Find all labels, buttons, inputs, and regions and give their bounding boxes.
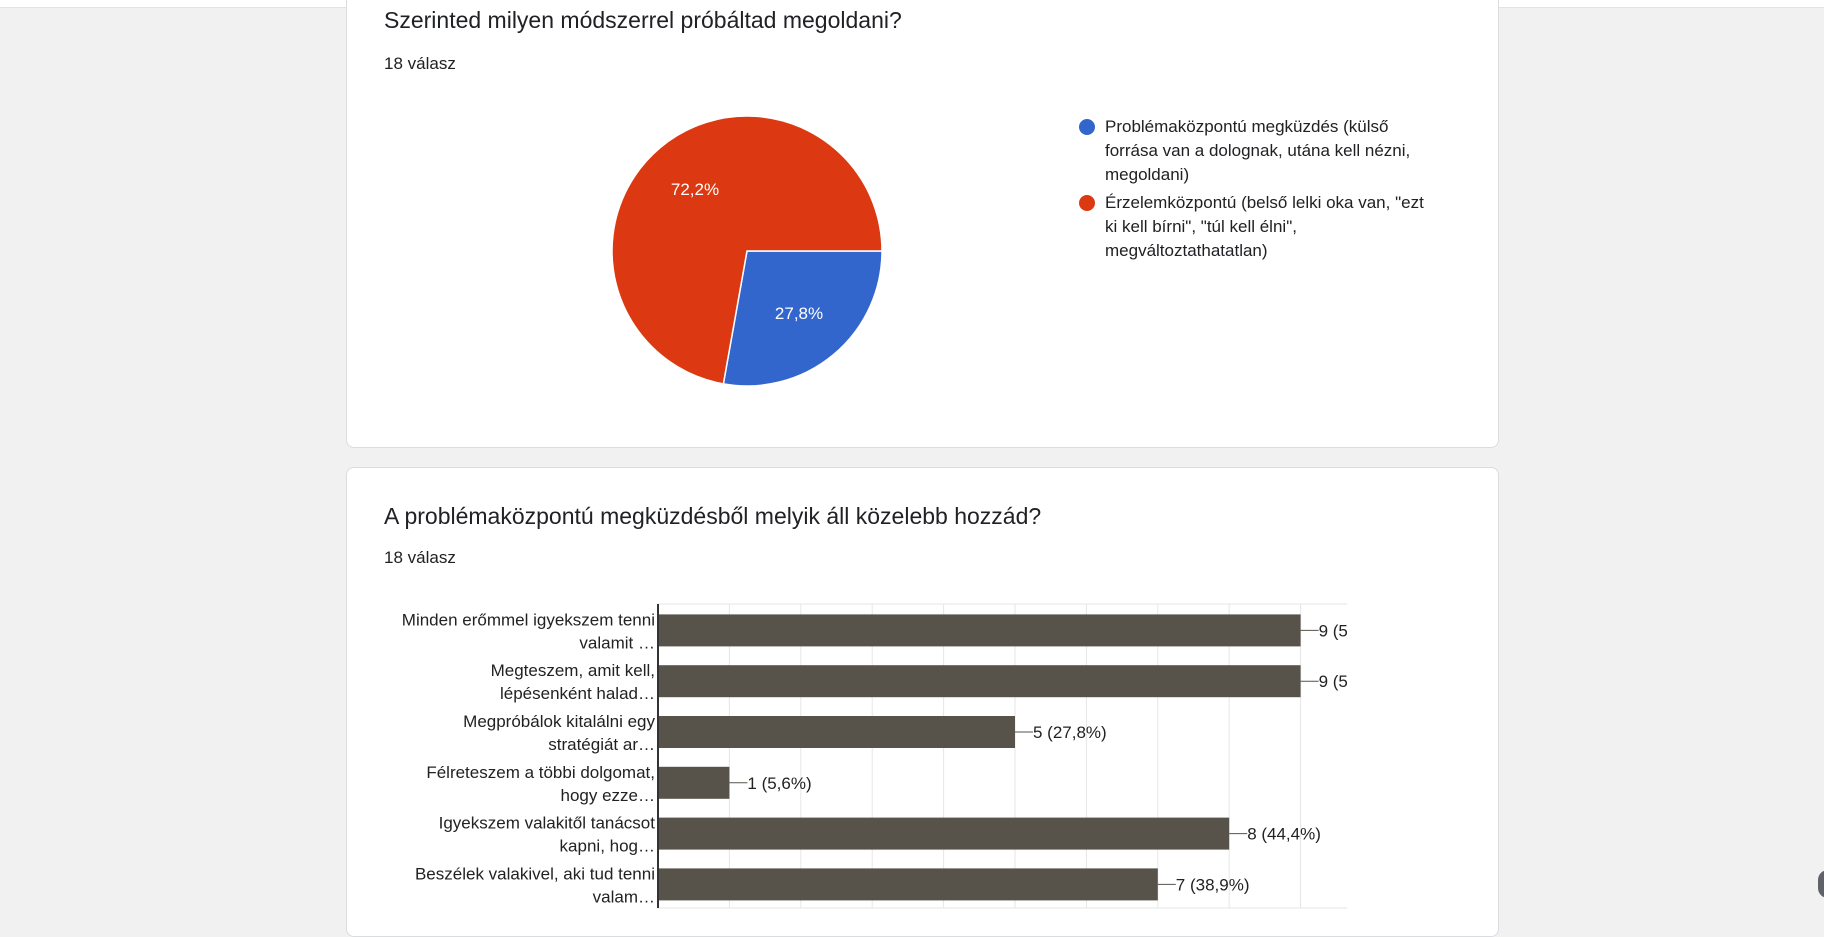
- pie-slice[interactable]: [722, 250, 883, 387]
- question-card-2: A problémaközpontú megküzdésből melyik á…: [346, 467, 1499, 937]
- legend-label: Érzelemközpontú (belső lelki oka van, "e…: [1105, 193, 1424, 260]
- pie-chart: 27,8% 72,2%: [611, 115, 883, 387]
- category-label: Igyekszem valakitől tanácsot kapni, hog…: [439, 814, 656, 856]
- pie-data-label: 72,2%: [671, 180, 719, 199]
- pie-legend: Problémaközpontú megküzdés (külső forrás…: [1079, 115, 1439, 267]
- legend-item[interactable]: Problémaközpontú megküzdés (külső forrás…: [1079, 115, 1439, 187]
- bar-data-label: 7 (38,9%): [1176, 875, 1250, 894]
- pie-data-label: 27,8%: [775, 304, 823, 323]
- legend-item[interactable]: Érzelemközpontú (belső lelki oka van, "e…: [1079, 191, 1439, 263]
- bar-data-label: 9 (50%): [1319, 672, 1347, 691]
- question-card-1: Szerinted milyen módszerrel próbáltad me…: [346, 0, 1499, 448]
- category-label: Megteszem, amit kell, lépésenként halad…: [491, 661, 655, 703]
- bar-data-label: 8 (44,4%): [1247, 825, 1321, 844]
- bar[interactable]: [658, 817, 1230, 850]
- response-count: 18 válasz: [384, 54, 456, 73]
- bar[interactable]: [658, 716, 1015, 748]
- legend-label: Problémaközpontú megküzdés (külső forrás…: [1105, 117, 1411, 184]
- response-count: 18 válasz: [384, 548, 456, 567]
- category-label: Beszélek valakivel, aki tud tenni valam…: [415, 864, 655, 906]
- scroll-handle[interactable]: [1818, 870, 1824, 898]
- bar-chart: 9 (50%) Minden erőmmel igyekszem tennival…: [402, 603, 1347, 909]
- category-label: Megpróbálok kitalálni egy stratégiát ar…: [463, 712, 655, 754]
- question-title: A problémaközpontú megküzdésből melyik á…: [384, 503, 1042, 529]
- bar[interactable]: [658, 665, 1301, 698]
- pie-slice[interactable]: [611, 115, 883, 385]
- bar[interactable]: [658, 614, 1301, 647]
- bar-data-label: 9 (50%): [1319, 621, 1347, 640]
- bar-data-label: 1 (5,6%): [747, 774, 811, 793]
- question-title: Szerinted milyen módszerrel próbáltad me…: [384, 7, 902, 33]
- legend-swatch: [1079, 119, 1095, 135]
- category-label: Félreteszem a többi dolgomat, hogy ezze…: [426, 763, 655, 805]
- category-label: Minden erőmmel igyekszem tenni valamit …: [402, 610, 655, 652]
- bar-data-label: 5 (27,8%): [1033, 723, 1107, 742]
- bar[interactable]: [658, 868, 1158, 901]
- bar[interactable]: [658, 766, 730, 799]
- legend-swatch: [1079, 195, 1095, 211]
